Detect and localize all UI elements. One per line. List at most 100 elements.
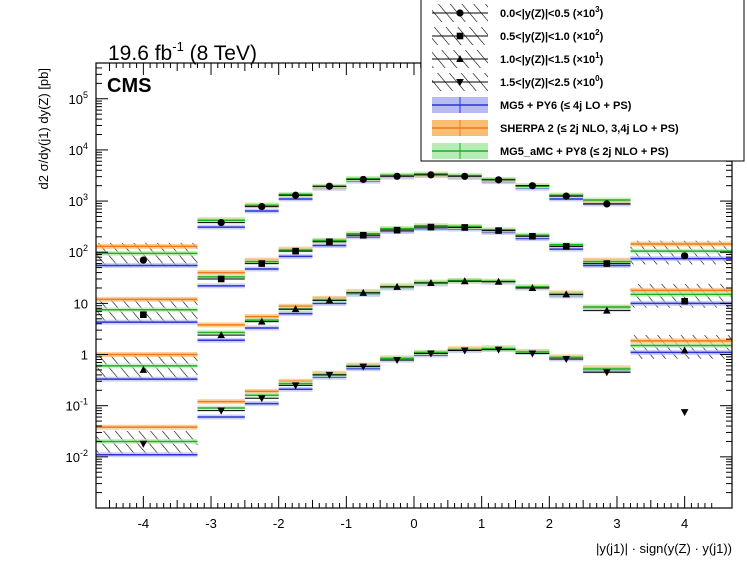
legend: 0.0<|y(Z)|<0.5 (×103)0.5<|y(Z)|<1.0 (×10… bbox=[420, 0, 745, 162]
y-tick-label: 103 bbox=[69, 192, 88, 209]
legend-scale-sup: 1 bbox=[595, 51, 600, 60]
luminosity-label: 19.6 fb-1 (8 TeV) bbox=[108, 39, 257, 65]
legend-scale-close: ) bbox=[600, 31, 604, 43]
legend-scale-open: (× bbox=[570, 54, 583, 66]
x-tick-label: -1 bbox=[341, 516, 353, 531]
legend-range: 0.5<|y(Z)|<1.0 bbox=[500, 31, 570, 43]
data-point bbox=[528, 182, 537, 190]
data-point bbox=[680, 409, 689, 417]
y-tick-label-base: 1 bbox=[81, 348, 88, 363]
legend-label: MG5 + PY6 (≤ 4j LO + PS) bbox=[500, 100, 632, 112]
data-point bbox=[393, 172, 401, 180]
y-tick-label-sup: 2 bbox=[83, 243, 88, 253]
legend-range: 1.5<|y(Z)|<2.5 bbox=[500, 77, 570, 89]
x-axis-label: |y(j1)| · sign(y(Z) · y(j1)) bbox=[596, 541, 732, 556]
legend-scale: 10 bbox=[583, 31, 595, 43]
legend-scale-sup: 2 bbox=[595, 28, 600, 37]
data-point bbox=[258, 260, 266, 267]
data-point bbox=[427, 279, 435, 287]
legend-range: 0.0<|y(Z)|<0.5 bbox=[500, 8, 570, 20]
y-tick-label-sup: -2 bbox=[80, 448, 88, 458]
data-point bbox=[460, 347, 469, 355]
y-tick-label-base: 10 bbox=[69, 92, 83, 107]
data-point bbox=[291, 191, 300, 199]
y-tick-label-sup: 4 bbox=[83, 141, 88, 151]
energy-label: (8 TeV) bbox=[184, 42, 257, 65]
data-point bbox=[494, 346, 503, 354]
x-tick-label: 0 bbox=[410, 516, 417, 531]
data-point bbox=[562, 243, 570, 250]
x-tick-label: -3 bbox=[205, 516, 217, 531]
data-point bbox=[258, 202, 266, 211]
data-point bbox=[292, 247, 299, 255]
data-point bbox=[325, 296, 334, 304]
data-point bbox=[460, 277, 469, 285]
data-point bbox=[680, 346, 689, 354]
legend-scale: 10 bbox=[583, 54, 595, 66]
luminosity-unit-sup: -1 bbox=[172, 39, 184, 54]
y-tick-label-base: 10 bbox=[66, 450, 80, 465]
data-point bbox=[325, 182, 334, 190]
y-tick-label-base: 10 bbox=[74, 296, 88, 311]
data-point bbox=[603, 260, 611, 267]
legend-marker bbox=[456, 79, 464, 86]
data-point bbox=[291, 305, 300, 313]
data-point bbox=[603, 306, 611, 314]
data-point bbox=[325, 371, 334, 379]
data-points bbox=[139, 171, 689, 448]
y-tick-label: 1 bbox=[81, 348, 88, 363]
legend-label: 0.5<|y(Z)|<1.0 (×102) bbox=[500, 28, 604, 43]
legend-scale-close: ) bbox=[600, 77, 604, 89]
x-tick-label: 4 bbox=[681, 516, 688, 531]
data-point bbox=[217, 331, 225, 339]
legend-range: 1.0<|y(Z)|<1.5 bbox=[500, 54, 570, 66]
y-tick-label: 102 bbox=[69, 243, 88, 260]
data-point bbox=[681, 297, 688, 305]
y-axis-label: d2 σ/dy(j1) dy(Z) [pb] bbox=[36, 68, 51, 189]
data-point bbox=[139, 256, 147, 264]
data-point bbox=[217, 275, 225, 283]
data-point bbox=[427, 171, 435, 179]
legend-label: 1.0<|y(Z)|<1.5 (×101) bbox=[500, 51, 604, 66]
data-point bbox=[528, 350, 537, 358]
y-tick-label: 10-1 bbox=[66, 397, 88, 414]
legend-marker bbox=[456, 55, 464, 62]
y-tick-label-base: 10 bbox=[69, 245, 83, 260]
data-point bbox=[140, 311, 147, 319]
y-tick-label: 104 bbox=[69, 141, 88, 158]
data-point bbox=[139, 365, 148, 373]
legend-scale-close: ) bbox=[600, 54, 604, 66]
data-point bbox=[427, 223, 435, 231]
data-point bbox=[326, 238, 333, 246]
data-point bbox=[257, 317, 266, 325]
luminosity-value: 19.6 fb bbox=[108, 42, 172, 65]
legend-label: 0.0<|y(Z)|<0.5 (×103) bbox=[500, 5, 604, 20]
data-point bbox=[494, 277, 503, 285]
data-point bbox=[139, 440, 148, 448]
legend-scale-open: (× bbox=[570, 77, 583, 89]
data-point bbox=[393, 357, 401, 365]
y-tick-label-sup: -1 bbox=[80, 397, 88, 407]
x-tick-label: 3 bbox=[613, 516, 620, 531]
legend-scale-sup: 3 bbox=[595, 5, 600, 14]
data-point bbox=[528, 283, 537, 291]
y-tick-label-base: 10 bbox=[69, 143, 83, 158]
data-point bbox=[562, 192, 570, 200]
data-point bbox=[217, 407, 225, 415]
x-tick-label: 2 bbox=[546, 516, 553, 531]
x-tick-label: -4 bbox=[138, 516, 150, 531]
data-point bbox=[529, 232, 536, 240]
data-point bbox=[393, 226, 401, 234]
legend-scale-open: (× bbox=[570, 8, 583, 20]
y-tick-label-sup: 3 bbox=[83, 192, 88, 202]
y-tick-label: 10-2 bbox=[66, 448, 88, 465]
data-point bbox=[495, 227, 502, 234]
y-tick-label: 105 bbox=[69, 90, 88, 107]
data-point bbox=[603, 200, 611, 208]
legend-scale-open: (× bbox=[570, 31, 583, 43]
data-point bbox=[494, 176, 503, 184]
legend-scale: 10 bbox=[583, 77, 595, 89]
plot-axes: -4 -3 -2 -1 0 1 2 3 410-210-1110102103104105|y(j… bbox=[36, 62, 733, 556]
data-point bbox=[291, 382, 300, 390]
